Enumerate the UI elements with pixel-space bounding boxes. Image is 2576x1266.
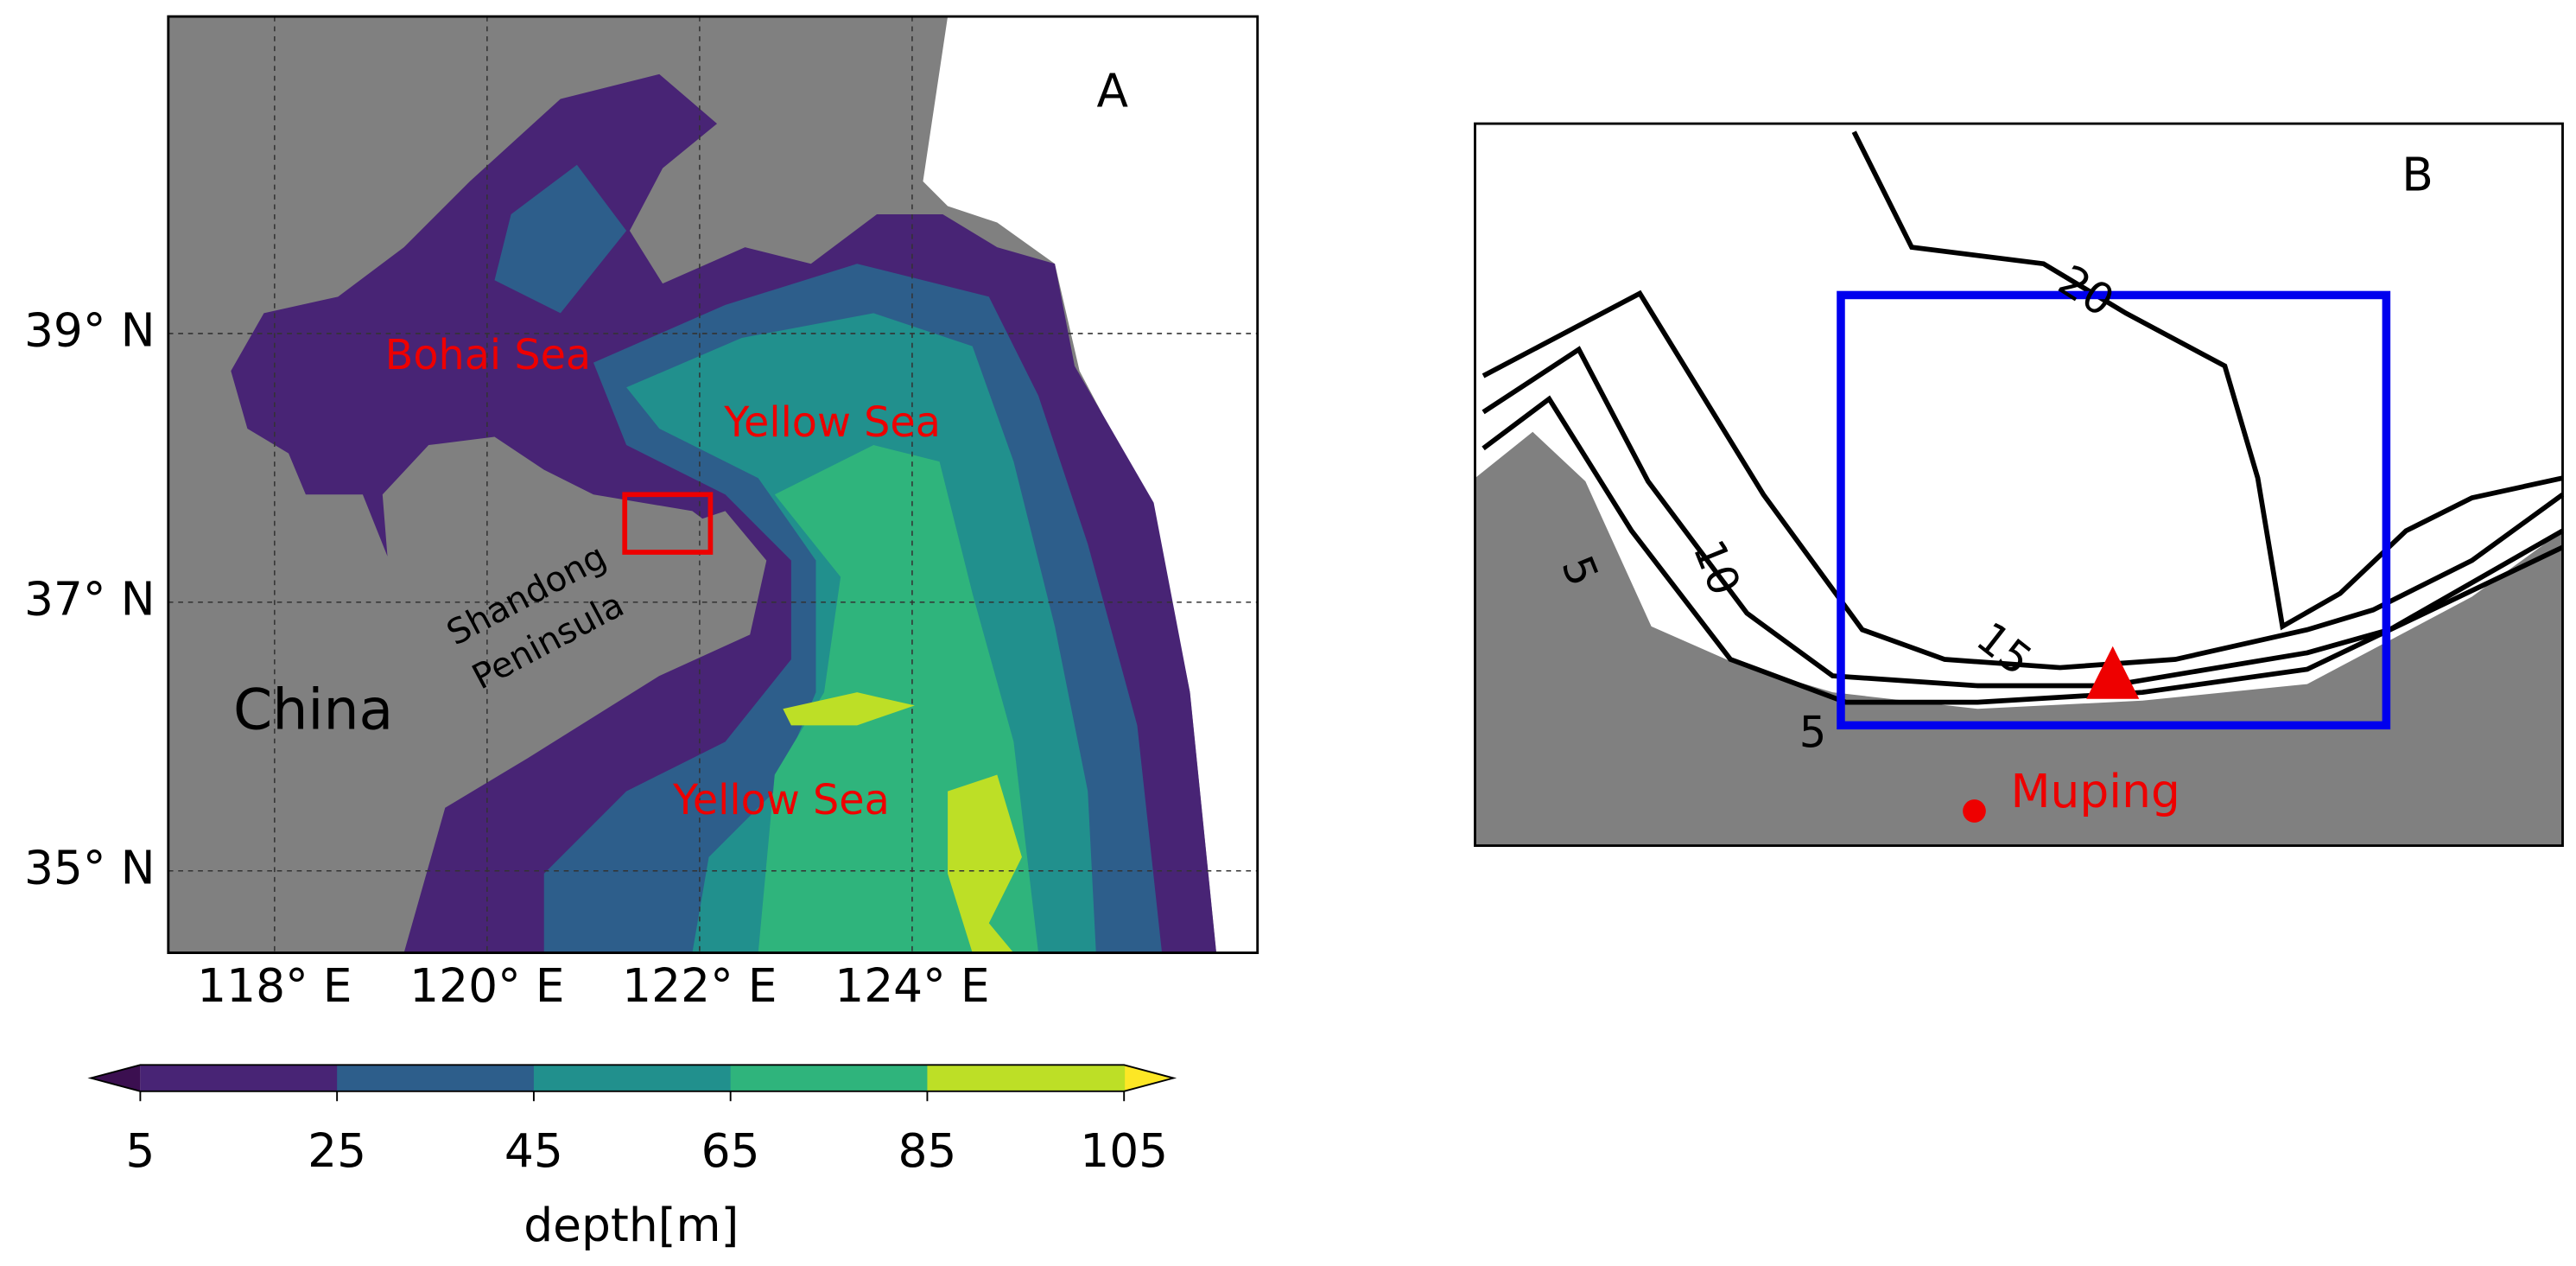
colorbar-segment (927, 1065, 1126, 1091)
lon-tick-label: 122° E (622, 958, 777, 1013)
panel-b: B 20 15 10 5 5 Muping (1474, 122, 2565, 848)
colorbar-tick-label: 45 (504, 1123, 563, 1178)
colorbar-extend (1124, 1065, 1174, 1091)
contour-15 (1482, 289, 2565, 671)
place-label: Yellow Sea (672, 777, 890, 824)
lon-tick-label: 124° E (834, 958, 989, 1013)
colorbar-tick-label: 25 (308, 1123, 366, 1178)
place-label: Yellow Sea (723, 399, 941, 447)
study-box (622, 492, 714, 555)
study-area (1837, 290, 2391, 730)
depth-25-45 (494, 164, 627, 314)
depth-85-105 (783, 692, 915, 726)
colorbar-segment (337, 1065, 535, 1091)
shandong-land (168, 494, 767, 953)
colorbar-tick-label: 65 (701, 1123, 760, 1178)
lat-tick-label: 35° N (24, 840, 155, 894)
panel-label: B (2402, 148, 2433, 202)
place-label: China (233, 678, 393, 743)
contour-20 (1851, 130, 2564, 631)
frame (1474, 122, 2564, 848)
station-marker (2086, 646, 2140, 699)
colorbar: depth[m] 5 25 45 65 85 105 (87, 1064, 1177, 1252)
contours (1482, 130, 2565, 705)
contour-label: 5 (1799, 707, 1827, 757)
panel-a: A Bohai Sea Yellow Sea Yellow Sea China … (167, 15, 1259, 954)
contour-5 (1482, 395, 2564, 705)
place-label: Bohai Sea (385, 332, 592, 379)
site-label: Muping (2010, 764, 2179, 818)
colorbar-tick-label: 85 (898, 1123, 956, 1178)
depth-85-105 (948, 774, 1022, 953)
site-marker (1963, 799, 1986, 823)
lon-tick-label: 120° E (409, 958, 564, 1013)
outside-domain (923, 16, 1258, 953)
colorbar-tick-label: 105 (1080, 1123, 1168, 1178)
lon-tick-label: 118° E (197, 958, 352, 1013)
colorbar-segment (140, 1065, 339, 1091)
panel-label: A (1097, 63, 1129, 118)
colorbar-segment (533, 1065, 732, 1091)
land (1475, 431, 2563, 846)
colorbar-extend (91, 1065, 141, 1091)
frame (167, 15, 1259, 954)
lat-tick-label: 39° N (24, 303, 155, 358)
colorbar-label: depth[m] (523, 1198, 739, 1252)
colorbar-segment (730, 1065, 929, 1091)
lat-tick-label: 37° N (24, 571, 155, 626)
colorbar-tick-label: 5 (125, 1123, 155, 1178)
grid (168, 16, 1258, 953)
contour-10 (1482, 346, 2564, 689)
